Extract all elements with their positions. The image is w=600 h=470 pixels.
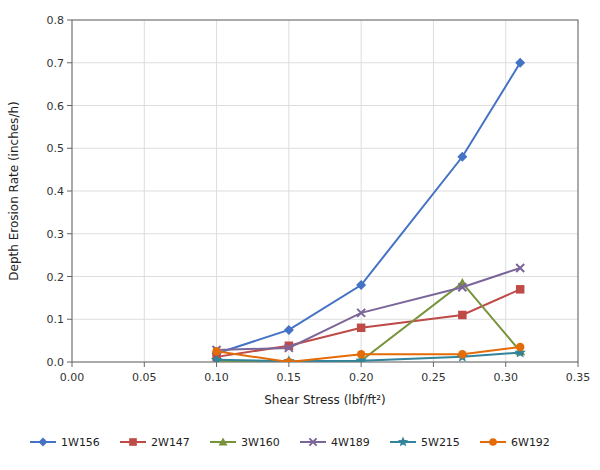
x-tick: [578, 362, 579, 367]
legend-item: 1W156: [30, 436, 100, 449]
y-grid-line: [72, 319, 578, 320]
x-tick-label: 0.05: [132, 371, 157, 384]
legend-swatch-marker: [39, 438, 48, 447]
data-point: [285, 358, 294, 362]
data-point: [356, 280, 366, 290]
y-tick-label: 0.4: [47, 185, 65, 198]
data-point: [357, 324, 366, 333]
legend-label: 1W156: [61, 436, 100, 449]
y-tick-label: 0.6: [47, 100, 65, 113]
data-point: [516, 285, 525, 294]
y-tick-label: 0.8: [47, 14, 65, 27]
y-tick: [67, 362, 72, 363]
series-line: [217, 268, 521, 350]
y-tick-label: 0.7: [47, 57, 65, 70]
y-grid-line: [72, 62, 578, 63]
x-tick-label: 0.35: [566, 371, 591, 384]
y-tick: [67, 105, 72, 106]
x-tick: [361, 362, 362, 367]
data-point: [516, 343, 525, 352]
x-tick-label: 0.20: [349, 371, 374, 384]
y-grid-line: [72, 148, 578, 149]
data-point: [458, 350, 467, 359]
series: [213, 264, 525, 354]
y-grid-line: [72, 233, 578, 234]
y-tick: [67, 20, 72, 21]
x-tick: [144, 362, 145, 367]
y-tick: [67, 148, 72, 149]
x-tick: [288, 362, 289, 367]
y-grid-line: [72, 105, 578, 106]
page: {"chart_data": { "type": "line", "xlabel…: [0, 0, 600, 470]
x-tick: [216, 362, 217, 367]
legend-item: 6W192: [480, 436, 550, 449]
legend-label: 3W160: [241, 436, 280, 449]
data-point: [284, 325, 294, 335]
y-tick-label: 0.5: [47, 142, 65, 155]
y-tick: [67, 319, 72, 320]
x-tick-label: 0.00: [60, 371, 85, 384]
legend-swatch-marker: [219, 438, 228, 446]
legend-label: 2W147: [151, 436, 190, 449]
chart: 0.00 0.05 0.10 0.15 0.20 0.25 0.30 0.35 0.0 0.1 0.…: [0, 0, 600, 470]
x-tick: [72, 362, 73, 367]
axes: 0.00 0.05 0.10 0.15 0.20 0.25 0.30 0.35 0.0 0.1 0.…: [47, 14, 591, 384]
data-point: [357, 350, 366, 359]
series: [212, 58, 526, 359]
legend-item: 4W189: [300, 436, 370, 449]
y-tick: [67, 233, 72, 234]
x-tick-label: 0.25: [421, 371, 446, 384]
y-tick: [67, 276, 72, 277]
series-line: [217, 289, 521, 357]
y-tick-label: 0.0: [47, 356, 65, 369]
data-point: [516, 264, 524, 272]
x-axis-label: Shear Stress (lbf/ft²): [264, 393, 386, 407]
plot-area: [211, 58, 526, 362]
x-tick-label: 0.15: [277, 371, 302, 384]
y-tick: [67, 191, 72, 192]
legend-swatch-marker: [309, 438, 316, 445]
legend-swatch-marker: [489, 438, 497, 446]
x-tick: [433, 362, 434, 367]
legend-label: 6W192: [511, 436, 550, 449]
data-point: [285, 344, 293, 352]
series-line: [217, 283, 521, 362]
data-point: [212, 347, 221, 356]
series: [212, 343, 524, 362]
legend-item: 5W215: [390, 436, 460, 449]
y-tick-label: 0.1: [47, 313, 65, 326]
legend-label: 5W215: [421, 436, 460, 449]
series: [211, 347, 526, 362]
grid: [72, 20, 578, 362]
legend-item: 2W147: [120, 436, 190, 449]
x-tick: [505, 362, 506, 367]
y-tick-label: 0.2: [47, 271, 65, 284]
data-point: [457, 351, 468, 362]
legend-swatch-marker: [129, 438, 137, 446]
y-axis-label: Depth Erosion Rate (inches/h): [7, 101, 21, 280]
data-point: [515, 58, 525, 68]
data-point: [283, 355, 294, 362]
y-tick-label: 0.3: [47, 228, 65, 241]
series-line: [217, 347, 521, 362]
legend: 1W156 2W147 3W160 4W189 5W215 6W192: [30, 436, 550, 449]
data-point: [457, 152, 467, 162]
legend-item: 3W160: [210, 436, 280, 449]
plot-frame: [72, 20, 578, 362]
x-tick-label: 0.10: [204, 371, 229, 384]
data-point: [458, 311, 467, 320]
y-grid-line: [72, 191, 578, 192]
legend-swatch-marker: [398, 437, 408, 447]
y-tick: [67, 62, 72, 63]
data-point: [357, 309, 365, 317]
data-point: [458, 283, 466, 291]
x-tick-label: 0.30: [493, 371, 518, 384]
y-grid-line: [72, 276, 578, 277]
legend-label: 4W189: [331, 436, 370, 449]
